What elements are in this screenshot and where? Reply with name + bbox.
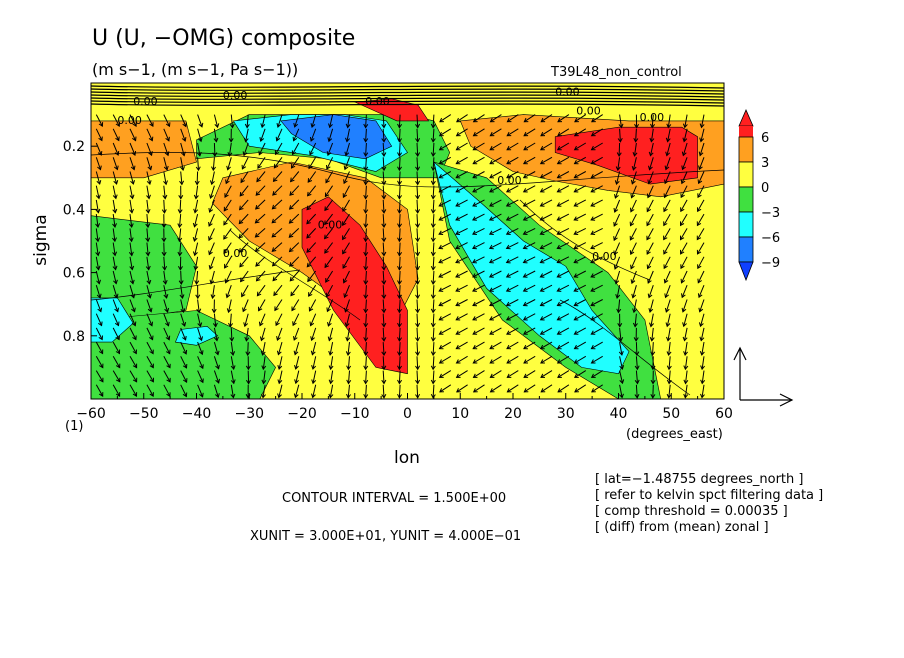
contour-label: 0.00 xyxy=(365,95,390,108)
colorbar-label: 3 xyxy=(761,156,769,171)
x-tick-label: 20 xyxy=(504,406,522,422)
colorbar: 6 3 0 −3 −6 −9 xyxy=(739,110,780,280)
colorbar-segment xyxy=(739,162,753,187)
colorbar-label: 6 xyxy=(761,131,769,146)
x-tick-label: −40 xyxy=(182,406,212,422)
colorbar-label: −6 xyxy=(761,231,780,246)
y-tick-label: 0.6 xyxy=(63,266,85,282)
contour-label: 0.00 xyxy=(223,247,248,260)
colorbar-segment xyxy=(739,126,753,138)
x-tick-label: −30 xyxy=(234,406,264,422)
y-corner-label: (1) xyxy=(65,419,83,434)
note-line: [ (diff) from (mean) zonal ] xyxy=(595,520,769,535)
x-tick-label: 30 xyxy=(557,406,575,422)
colorbar-segment xyxy=(739,137,753,162)
x-tick-label: 60 xyxy=(715,406,733,422)
contour-label: 0.00 xyxy=(576,105,601,118)
reference-vector-icon xyxy=(734,348,792,406)
contour-label: 0.00 xyxy=(640,111,665,124)
colorbar-segment xyxy=(739,237,753,262)
x-tick-label: −10 xyxy=(340,406,370,422)
x-tick-label: 40 xyxy=(610,406,628,422)
note-line: [ refer to kelvin spct filtering data ] xyxy=(595,488,823,503)
colorbar-bottom-arrow xyxy=(739,262,753,280)
x-tick-label: 50 xyxy=(662,406,680,422)
colorbar-label: −3 xyxy=(761,206,780,221)
note-line: [ comp threshold = 0.00035 ] xyxy=(595,504,788,519)
run-label: T39L48_non_control xyxy=(550,65,682,80)
x-tick-label: −50 xyxy=(129,406,159,422)
contour-label: 0.00 xyxy=(592,250,617,263)
colorbar-top-arrow xyxy=(739,110,753,126)
y-axis-label: sigma xyxy=(31,214,51,265)
y-tick-label: 0.8 xyxy=(63,329,85,345)
colorbar-segment xyxy=(739,212,753,237)
units-text: XUNIT = 3.000E+01, YUNIT = 4.000E−01 xyxy=(250,529,521,544)
y-tick-label: 0.4 xyxy=(63,202,85,218)
y-tick-label: 0.2 xyxy=(63,139,85,155)
contour-label: 0.00 xyxy=(497,174,522,187)
contour-label: 0.00 xyxy=(555,86,580,99)
note-line: [ lat=−1.48755 degrees_north ] xyxy=(595,472,803,487)
x-tick-label: 0 xyxy=(403,406,412,422)
colorbar-label: 0 xyxy=(761,181,769,196)
x-units-label: (degrees_east) xyxy=(626,427,723,442)
colorbar-segment xyxy=(739,187,753,212)
x-tick-label: 10 xyxy=(451,406,469,422)
contour-label: 0.00 xyxy=(117,114,141,127)
contour-label: 0.00 xyxy=(133,95,158,108)
contour-label: 0.00 xyxy=(318,218,343,231)
x-tick-label: −20 xyxy=(287,406,317,422)
x-axis-label: lon xyxy=(394,448,420,468)
chart-title: U (U, −OMG) composite xyxy=(92,26,355,51)
contour-interval-text: CONTOUR INTERVAL = 1.500E+00 xyxy=(282,491,506,506)
contour-label: 0.00 xyxy=(223,89,248,102)
chart-subtitle: (m s−1, (m s−1, Pa s−1)) xyxy=(92,60,298,79)
colorbar-label: −9 xyxy=(761,256,780,271)
